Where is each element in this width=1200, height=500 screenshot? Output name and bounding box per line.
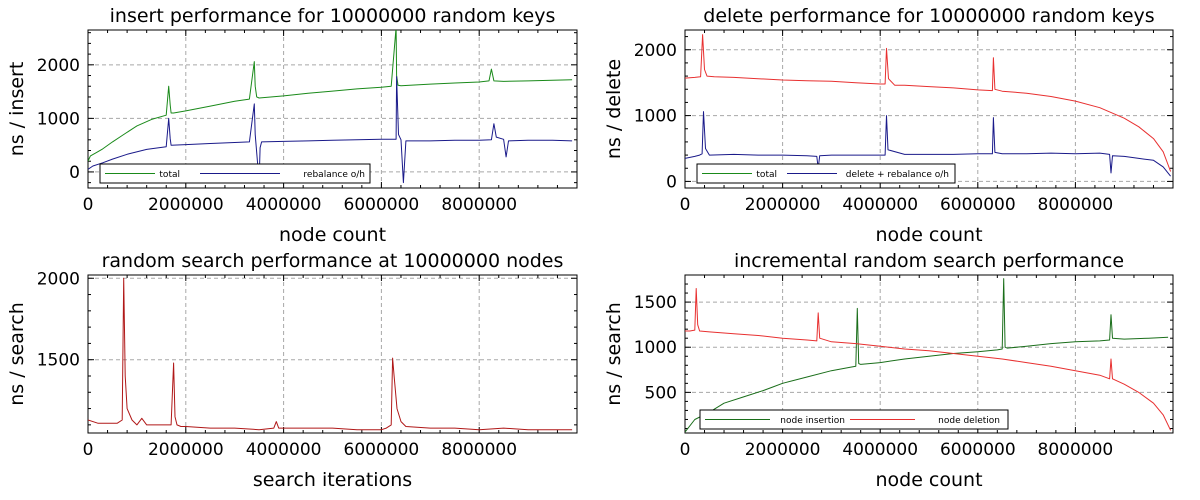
x-tick-label: 0 — [83, 440, 94, 460]
legend-label: total — [159, 170, 180, 180]
x-tick-label: 0 — [680, 195, 691, 215]
x-tick-label: 4000000 — [842, 195, 918, 215]
x-tick-label: 8000000 — [441, 195, 517, 215]
series-line-1 — [685, 278, 1169, 433]
y-tick-label: 0 — [666, 172, 677, 192]
series-group — [685, 34, 1172, 177]
y-tick-label: 1000 — [634, 338, 677, 358]
legend-label: node insertion — [780, 416, 845, 426]
chart-panel-1: insert performance for 10000000 random k… — [6, 5, 578, 246]
x-tick-label: 0 — [680, 440, 691, 460]
x-tick-label: 4000000 — [246, 440, 322, 460]
x-tick-label: 8000000 — [1038, 195, 1114, 215]
legend: total delete + rebalance o/h — [696, 163, 956, 184]
plot-frame — [87, 29, 578, 189]
x-tick-label: 2000000 — [745, 195, 821, 215]
series-line-1 — [88, 277, 573, 431]
chart-title: random search performance at 10000000 no… — [102, 250, 564, 272]
x-tick-label: 4000000 — [246, 195, 322, 215]
plot-frame — [87, 274, 578, 434]
series-group — [685, 278, 1172, 433]
chart-panel-4: incremental random search performance 0 20… — [603, 250, 1174, 491]
x-tick-label: 2000000 — [148, 440, 224, 460]
x-tick-label: 6000000 — [344, 440, 420, 460]
x-tick-label: 8000000 — [441, 440, 517, 460]
x-axis-label: node count — [875, 224, 982, 246]
y-axis-label: ns / delete — [603, 59, 625, 159]
y-tick-label: 1500 — [634, 293, 677, 313]
chart-title: incremental random search performance — [734, 250, 1124, 272]
x-axis-label: node count — [875, 469, 982, 491]
plot-frame — [684, 29, 1174, 189]
series-group — [88, 277, 573, 431]
chart-title: delete performance for 10000000 random k… — [703, 5, 1154, 27]
x-tick-label: 8000000 — [1038, 440, 1114, 460]
y-tick-label: 2000 — [37, 56, 80, 76]
plot-frame — [684, 274, 1174, 434]
x-tick-label: 4000000 — [842, 440, 918, 460]
legend-label: delete + rebalance o/h — [846, 170, 949, 180]
y-tick-label: 1000 — [37, 109, 80, 129]
series-line-3 — [685, 34, 1172, 172]
legend-label: total — [756, 170, 777, 180]
y-tick-label: 0 — [69, 163, 80, 183]
series-line-2 — [685, 111, 1171, 177]
legend: total rebalance o/h — [99, 163, 371, 184]
chart-panel-2: delete performance for 10000000 random k… — [603, 5, 1174, 246]
y-tick-label: 2000 — [634, 41, 677, 61]
x-tick-label: 2000000 — [745, 440, 821, 460]
y-tick-label: 1500 — [37, 351, 80, 371]
chart-title: insert performance for 10000000 random k… — [110, 5, 556, 27]
x-tick-label: 6000000 — [344, 195, 420, 215]
y-tick-label: 500 — [645, 383, 677, 403]
y-axis-label: ns / search — [603, 302, 625, 406]
chart-panel-3: random search performance at 10000000 no… — [6, 250, 578, 491]
legend: node insertion node deletion — [699, 409, 1009, 430]
x-tick-label: 2000000 — [148, 195, 224, 215]
x-tick-label: 6000000 — [940, 440, 1016, 460]
y-axis-label: ns / search — [6, 302, 28, 406]
legend-label: rebalance o/h — [303, 170, 365, 180]
x-tick-label: 6000000 — [940, 195, 1016, 215]
x-axis-label: search iterations — [253, 469, 412, 491]
y-tick-label: 1000 — [634, 107, 677, 127]
y-axis-label: ns / insert — [6, 62, 28, 157]
legend-label: node deletion — [938, 416, 1000, 426]
series-group — [88, 30, 573, 184]
y-tick-label: 2000 — [37, 269, 80, 289]
x-tick-label: 0 — [83, 195, 94, 215]
series-line-2 — [88, 76, 573, 184]
series-line-2 — [685, 288, 1172, 431]
series-line-1 — [88, 30, 573, 162]
x-axis-label: node count — [279, 224, 386, 246]
